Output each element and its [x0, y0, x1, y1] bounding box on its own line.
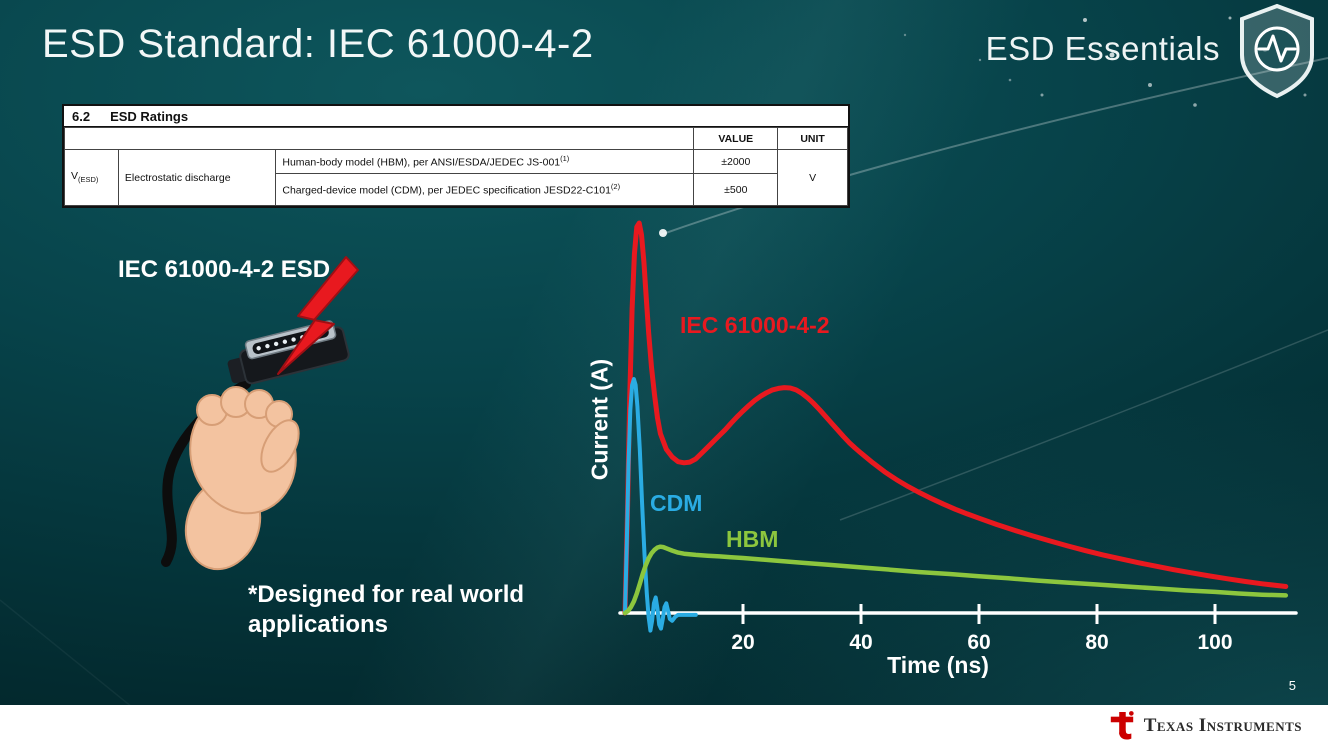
- section-number: 6.2: [72, 109, 91, 124]
- designed-note: *Designed for real world applications: [248, 580, 548, 640]
- hand: [184, 386, 300, 571]
- unit-cell: V: [777, 149, 848, 206]
- brand-title: ESD Essentials: [985, 30, 1220, 67]
- hbm-desc-cell: Human-body model (HBM), per ANSI/ESDA/JE…: [275, 149, 695, 174]
- series-label-iec: IEC 61000-4-2: [680, 312, 830, 338]
- page-title: ESD Standard: IEC 61000-4-2: [42, 22, 594, 66]
- series-curve-HBM: [622, 544, 1289, 616]
- esd-waveform-chart: 20 40 60 80 100: [618, 220, 1298, 654]
- header-value: VALUE: [693, 127, 779, 150]
- cdm-value-cell: ±500: [693, 173, 779, 206]
- hand-holding-hdmi-illustration: [161, 256, 359, 571]
- x-tick-label: 20: [731, 631, 754, 654]
- note-line-2: applications: [248, 611, 389, 638]
- hdmi-connector: [227, 320, 350, 385]
- esd-essentials-shield-icon: [1240, 3, 1314, 99]
- series-curve-CDM: [623, 377, 698, 633]
- ratings-section-title: 6.2 ESD Ratings: [64, 106, 848, 127]
- lightning-bolt-icon: [277, 256, 359, 375]
- x-axis-label: Time (ns): [887, 652, 989, 678]
- x-tick-label: 60: [967, 631, 990, 654]
- table-row: Charged-device model (CDM), per JEDEC sp…: [65, 173, 848, 206]
- section-title-text: ESD Ratings: [110, 109, 189, 124]
- note-line-1: *Designed for real world: [248, 581, 525, 608]
- param-name-cell: Electrostatic discharge: [117, 149, 277, 206]
- ti-logo: Texas Instruments: [1108, 710, 1302, 742]
- series-curve-IEC 61000-4-2: [622, 220, 1289, 616]
- ti-wordmark: Texas Instruments: [1143, 714, 1302, 736]
- table-header-row: VALUE UNIT: [63, 127, 848, 150]
- x-tick-label: 80: [1085, 631, 1108, 654]
- param-symbol-cell: V(ESD): [64, 149, 119, 206]
- y-axis-label: Current (A): [586, 358, 613, 481]
- page-number: 5: [1288, 678, 1296, 693]
- header-blank-cell: [63, 127, 695, 150]
- series-label-cdm: CDM: [650, 490, 703, 516]
- table-row: V(ESD) Electrostatic discharge Human-bod…: [64, 149, 848, 206]
- header-unit: UNIT: [777, 127, 848, 150]
- hbm-value-cell: ±2000: [693, 149, 779, 174]
- ti-bug-icon: [1110, 710, 1134, 740]
- x-tick-label: 40: [849, 631, 872, 654]
- series-label-hbm: HBM: [726, 526, 779, 552]
- esd-ratings-table: 6.2 ESD Ratings VALUE UNIT V(ESD) Electro…: [62, 104, 850, 208]
- x-tick-label: 100: [1197, 631, 1232, 654]
- footer-bar: Texas Instruments: [0, 705, 1328, 746]
- cdm-desc-cell: Charged-device model (CDM), per JEDEC sp…: [275, 173, 695, 206]
- iec-esd-caption: IEC 61000-4-2 ESD: [118, 256, 331, 283]
